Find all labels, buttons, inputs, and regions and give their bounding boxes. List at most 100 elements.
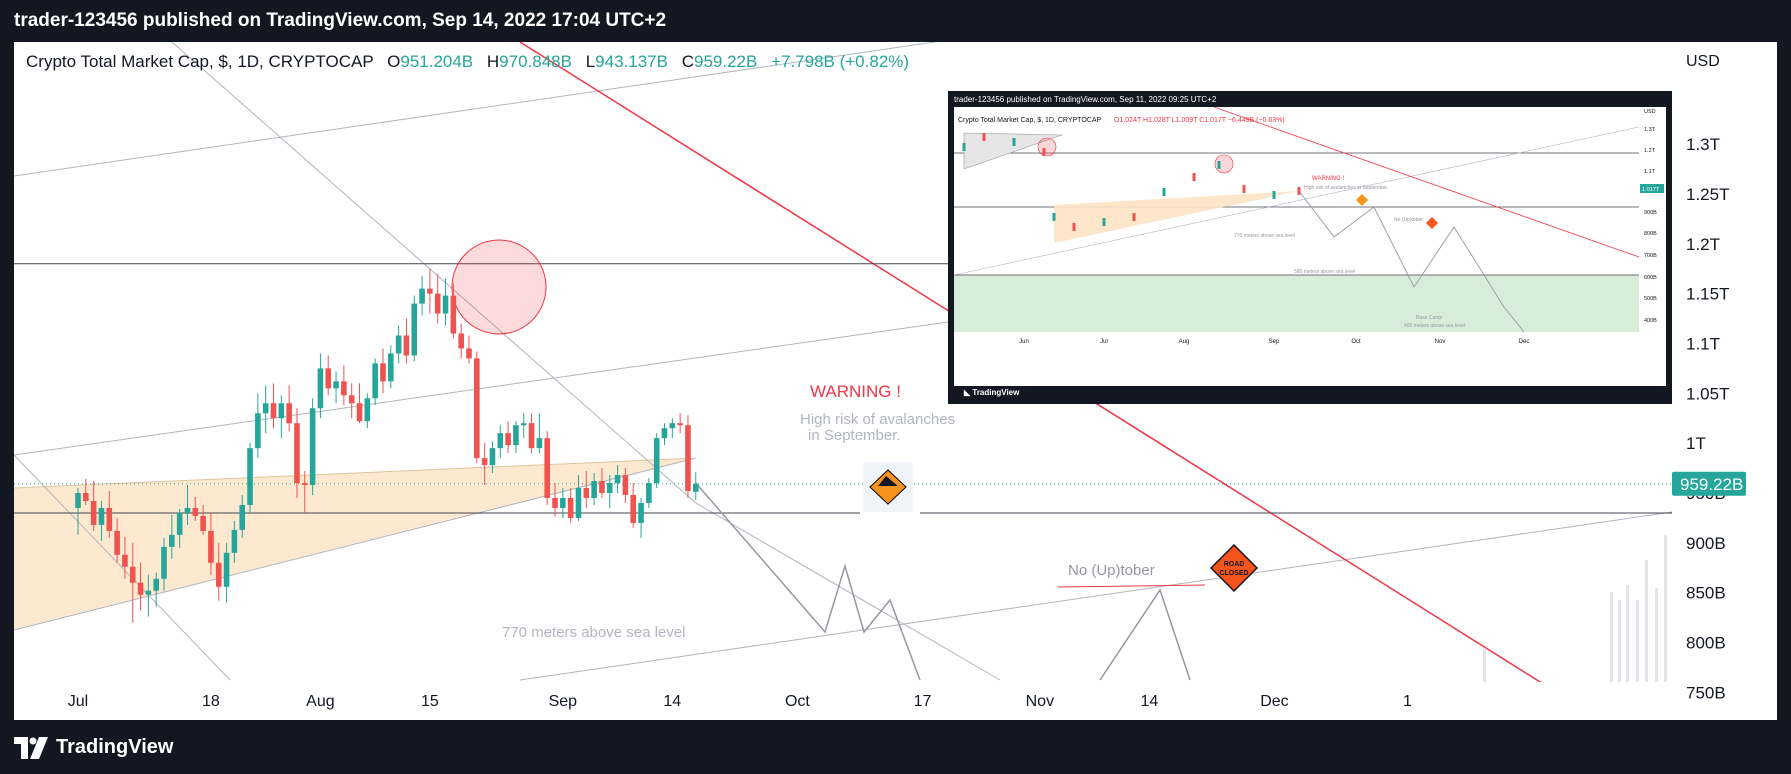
inset-candle [1242,185,1246,193]
volume-bar [1610,592,1613,682]
price-tick-label: 1.1T [1686,334,1720,353]
candle-body [661,428,668,439]
risk-text-2: in September. [808,427,901,444]
price-tick-label: 900B [1686,534,1726,553]
candle-body [333,381,339,389]
candle-body [106,507,113,531]
price-tick-label: 1.2T [1686,235,1720,254]
inset-no-uptober: No (Up)tober [1394,217,1423,223]
candle-body [403,335,410,356]
candle-body [380,363,386,382]
volume-bar [1636,600,1639,682]
candle-body [83,493,89,501]
time-axis-bg [14,682,1672,720]
time-axis[interactable]: Jul 18 Aug 15 Sep 14 Oct 17 Nov 14 Dec 1 [14,682,1672,720]
candle-body [481,458,488,466]
time-tick-label: Oct [785,693,810,710]
open-value: 951.204B [400,52,474,71]
publisher-line: trader-123456 published on TradingView.c… [14,10,667,31]
inset-y-label: 900B [1644,210,1657,216]
price-axis[interactable]: USD1.3T1.25T1.2T1.15T1.1T1.05T1T950B900B… [1672,42,1777,702]
inset-green-zone [954,275,1639,332]
candle-body [513,425,519,446]
time-tick-label: 1 [1403,693,1412,710]
trendline-upper [14,457,696,489]
tradingview-logo-icon[interactable] [14,737,50,759]
candle-body [192,507,199,516]
candle-body [364,398,371,422]
high-label: H [486,52,500,71]
inset-avalanche-icon [1356,194,1368,206]
inset-road-closed-icon [1426,217,1438,229]
inset-x-label: Nov [1435,339,1446,345]
tradingview-brand[interactable]: TradingView [56,736,174,758]
candle-body [685,425,691,492]
candle-body [341,381,347,396]
candle-body [247,448,253,505]
candle-body [309,408,316,486]
candle-body [528,423,535,449]
symbol-name[interactable]: Crypto Total Market Cap, $, 1D, CRYPTOCA… [26,52,374,71]
inset-candle [1272,191,1276,199]
inset-candle [1042,148,1046,156]
inset-candle [982,133,986,141]
candle-body [98,507,105,525]
time-tick-label: Nov [1026,693,1054,710]
projection-path [695,482,921,681]
price-tick-label: 1.05T [1686,384,1729,403]
candle-body [90,500,97,525]
candle-body [317,368,324,409]
candle-body [200,515,206,531]
candle-body [348,395,355,404]
candle-body [325,368,332,389]
candle-body [583,488,590,498]
inset-price-tag [1640,184,1664,193]
inset-red-line [1213,106,1640,258]
candle-body [544,438,550,498]
inset-candle [1162,188,1166,196]
candle-body [231,529,238,553]
volume-bar [1483,648,1486,682]
candle-body [536,438,543,449]
inset-risk: High risk of avalanches in September. [1304,185,1388,191]
candle-body [591,481,597,498]
trendline-top [14,42,938,177]
candles-layer [75,268,699,623]
inset-sea770: 770 meters above sea level [1234,233,1295,239]
inset-projection [1298,190,1525,333]
trendline-diag-2 [695,502,1001,681]
current-price-tag [1672,471,1746,496]
candle-body [129,566,136,583]
trendline-bottom [519,511,1672,681]
candle-body [153,578,159,591]
price-tick-label: 850B [1686,584,1726,603]
inset-x-label: Sep [1269,339,1280,345]
inset-circle-1 [1037,137,1057,157]
low-label: L [585,52,596,71]
candle-body [489,448,496,466]
price-tick-label: 1.3T [1686,135,1720,154]
candle-body [411,303,418,356]
inset-trendline [953,126,1640,276]
inset-candle [1052,213,1056,221]
uptober-line [1057,584,1206,588]
trendline-lower [14,457,696,631]
candle-body [145,590,152,595]
trendline-mid [14,321,949,456]
candle-body [646,483,652,503]
candle-body [388,353,394,382]
candle-body [75,493,81,508]
candle-body [161,546,167,579]
road-closed-diamond [1209,543,1259,593]
inset-y-label: USD [1644,109,1656,115]
inset-candle [1217,161,1221,169]
price-tick-label: 1T [1686,434,1706,453]
candle-body [622,475,629,495]
highlight-circle [451,239,547,335]
sea-level-770-text: 770 meters above sea level [502,624,685,641]
candle-body [372,363,378,399]
time-tick-label: 14 [663,693,681,710]
candle-body [239,504,246,530]
